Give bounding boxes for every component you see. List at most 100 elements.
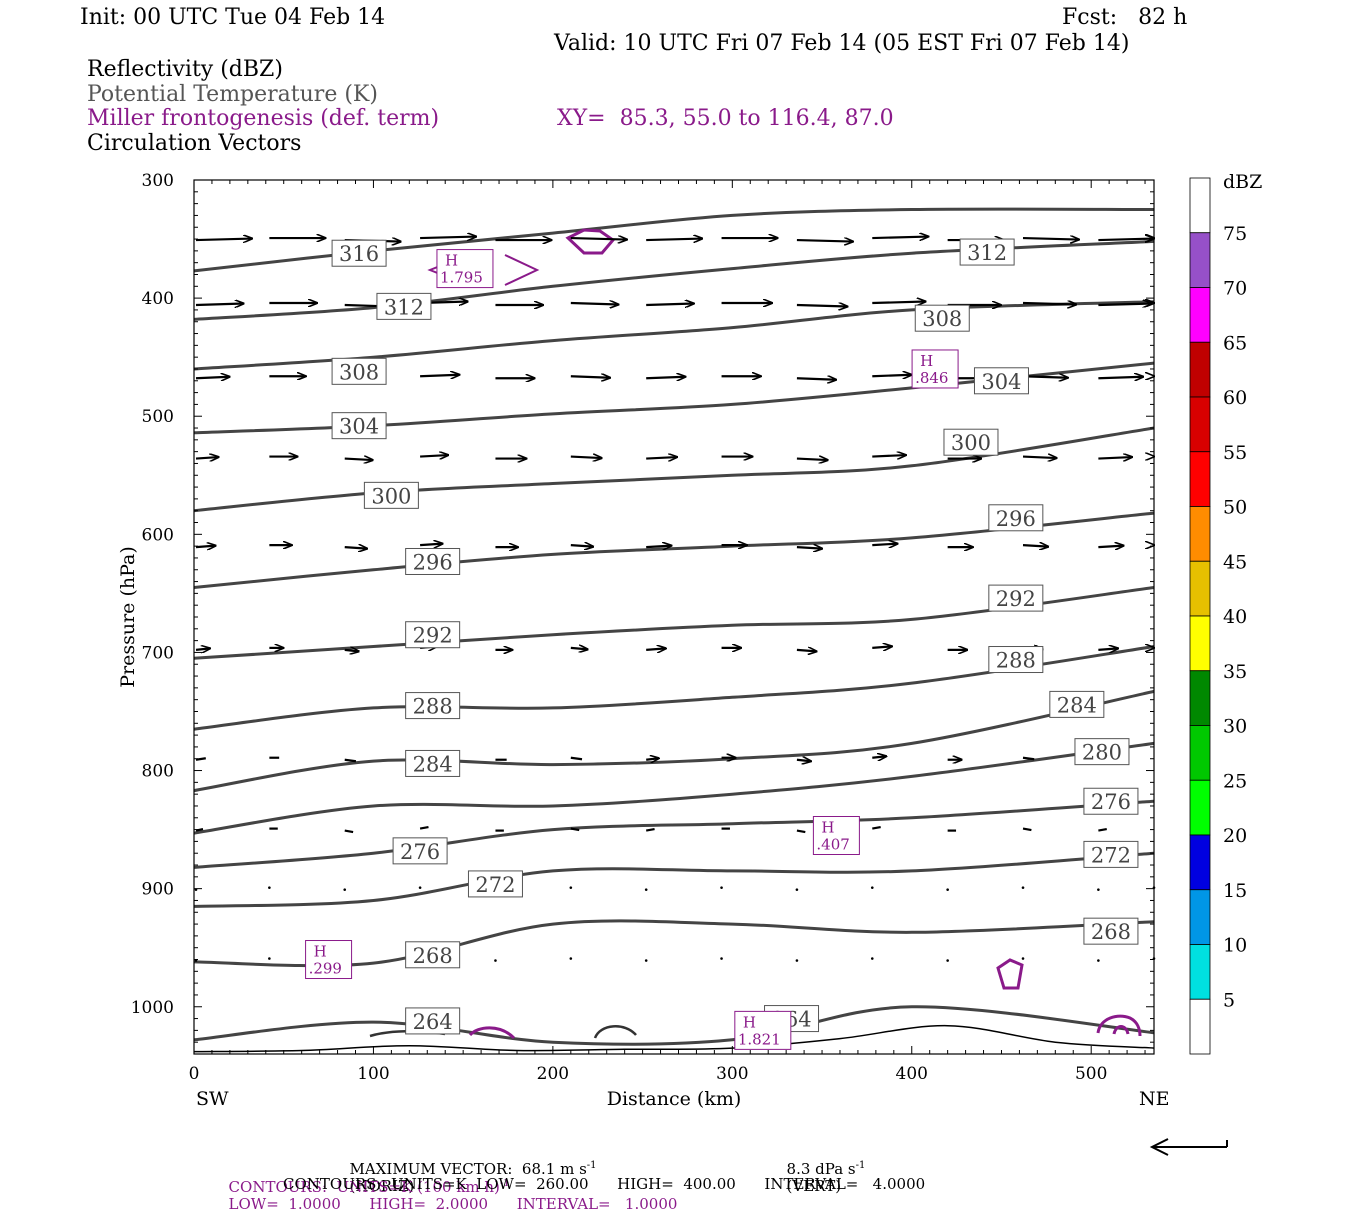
fronto-contour-range: LOW= 1.0000 HIGH= 2.0000 INTERVAL= 1.000… [228,1195,678,1213]
theta-label: 284 [1057,693,1097,717]
colorbar-label: 5 [1223,989,1235,1011]
theta-label-box [988,646,1044,674]
circulation-vector [1098,377,1143,379]
max-vector-line: MAXIMUM VECTOR: 68.1 m s-1 (HORIZ) [340,1140,597,1195]
circulation-vector [795,888,799,891]
circulation-vector [646,457,677,459]
circulation-vector [644,959,648,962]
colorbar-swatch [1189,944,1211,1000]
circulation-vector [1022,457,1057,459]
circulation-vector [646,239,702,241]
circulation-vector [570,238,627,240]
circulation-vector [872,756,886,758]
circulation-vector [1022,238,1079,240]
valid-time: Valid: 10 UTC Fri 07 Feb 14 (05 EST Fri … [554,31,1130,56]
fronto-contour [1096,1014,1142,1037]
theta-contour-288 [193,645,1155,731]
theta-label-box [405,749,461,777]
circulation-vector [195,304,244,306]
colorbar-title: dBZ [1223,171,1262,193]
circulation-vector [195,546,216,548]
forecast-hour: Fcst: 82 h [1062,5,1188,30]
theta-label-box [1083,917,1139,945]
init-time: Init: 00 UTC Tue 04 Feb 14 [80,5,386,30]
theta-label-box [1083,787,1139,815]
circulation-vector [195,757,206,761]
field-reflectivity: Reflectivity (dBZ) [87,57,283,82]
circulation-vector [646,304,694,306]
contour-labels: 316 312 312 308 308 304 304 300 300 296 296 292 292 2… [305,238,1139,1050]
theta-label: 308 [339,360,379,384]
colorbar-label: 45 [1223,551,1247,573]
circulation-vector [796,829,806,834]
circulation-vector [570,457,602,459]
circulation-vector [344,758,357,763]
theta-label: 280 [1082,741,1122,765]
circulation-vector [646,758,659,760]
theta-label-box [331,239,387,267]
circulation-vector [720,957,723,960]
fronto-contour [468,1026,516,1040]
x-left-end-label: SW [196,1088,229,1110]
circulation-vector [870,886,874,889]
theta-label-box [405,621,461,649]
surface-line [193,1024,1155,1053]
max-vector-horiz: (HORIZ) [349,1177,415,1195]
theta-label-box [1074,738,1130,766]
circulation-vector [420,544,442,546]
colorbar-label: 10 [1223,935,1247,957]
reference-vector-head [1149,1138,1169,1156]
colorbar: dBZ 75 70 65 60 55 50 45 40 35 30 25 20 15 10 5 [1189,171,1262,1055]
fronto-max-box [812,816,860,855]
circulation-vector [1098,304,1151,306]
colorbar-swatch [1189,232,1211,288]
circulation-vector [1021,886,1025,889]
theta-label-box [392,837,448,865]
theta-label: 268 [1091,920,1131,944]
circulation-vector [646,546,671,548]
circulation-vector [796,305,847,307]
fronto-max-value: .407 [816,836,849,854]
theta-contour-info: CONTOURS: UNITS=K LOW= 260.00 HIGH= 400.… [283,1175,926,1193]
circulation-vector [420,237,476,239]
theta-label-box [914,304,970,332]
frontogenesis-contours [427,228,1142,1040]
circulation-vector [796,240,853,242]
colorbar-swatch [1189,451,1211,507]
colorbar-swatch [1189,779,1211,836]
fronto-max-box [734,1010,792,1050]
circulation-vector [268,957,271,960]
circulation-vector [1097,888,1100,891]
theta-small-contour [593,1025,637,1039]
fronto-max-value: .846 [915,369,948,387]
colorbar-label: 55 [1223,442,1247,464]
circulation-vector [420,375,459,377]
theta-label: 308 [922,307,962,331]
theta-label: 264 [413,1010,453,1034]
colorbar-label: 35 [1223,661,1247,683]
circulation-vector [344,459,373,461]
colorbar-label: 15 [1223,880,1247,902]
fronto-contour [996,958,1024,990]
theta-label: 296 [413,550,453,574]
theta-label: 304 [981,370,1021,394]
circulation-vector [494,959,497,962]
y-tick-label: 600 [142,525,174,545]
circulation-vector [1097,959,1100,962]
theta-label-box [959,238,1015,266]
theta-label: 288 [413,695,453,719]
colorbar-swatch [1189,615,1211,672]
circulation-vector [644,888,648,891]
x-tick-label: 400 [896,1064,928,1084]
circulation-vector [570,827,580,832]
theta-label: 272 [475,873,515,897]
terrain-surface [193,1024,1155,1053]
circulation-vector [1098,546,1123,548]
theta-label-box [405,1007,461,1035]
max-vector-vert-exponent: -1 [855,1160,866,1171]
circulation-vector [195,377,230,379]
colorbar-label: 50 [1223,497,1247,519]
x-tick-label: 0 [189,1064,200,1084]
theta-label: 276 [400,840,440,864]
